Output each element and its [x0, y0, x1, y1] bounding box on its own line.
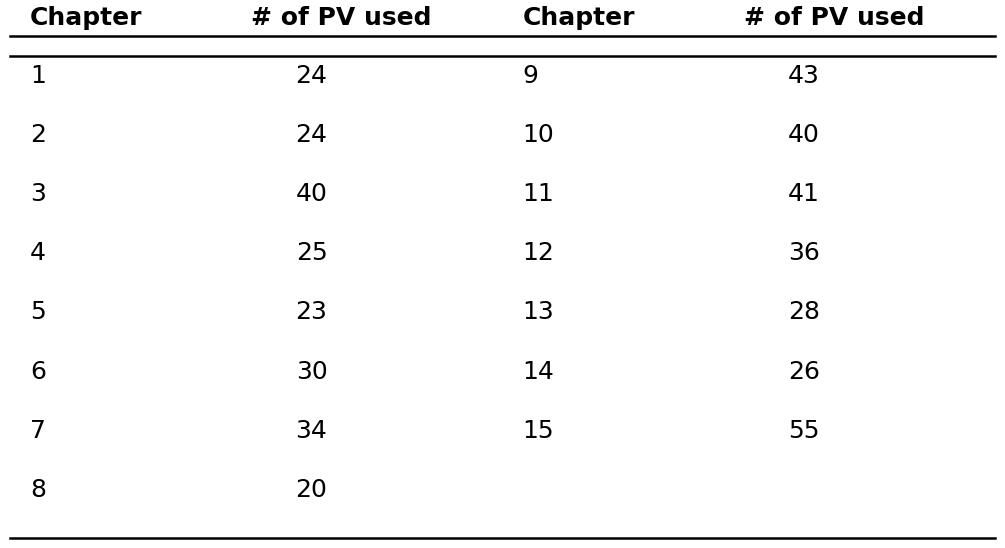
Text: 55: 55	[788, 419, 820, 443]
Text: 20: 20	[295, 478, 328, 502]
Text: 14: 14	[523, 359, 555, 384]
Text: 6: 6	[30, 359, 46, 384]
Text: 5: 5	[30, 300, 46, 324]
Text: 3: 3	[30, 182, 46, 206]
Text: 10: 10	[523, 123, 555, 147]
Text: 40: 40	[788, 123, 820, 147]
Text: # of PV used: # of PV used	[251, 6, 432, 30]
Text: 24: 24	[295, 64, 328, 88]
Text: 7: 7	[30, 419, 46, 443]
Text: 23: 23	[295, 300, 328, 324]
Text: 28: 28	[788, 300, 820, 324]
Text: 36: 36	[788, 241, 820, 265]
Text: 24: 24	[295, 123, 328, 147]
Text: 41: 41	[788, 182, 820, 206]
Text: 25: 25	[295, 241, 328, 265]
Text: 34: 34	[295, 419, 328, 443]
Text: 40: 40	[295, 182, 328, 206]
Text: 2: 2	[30, 123, 46, 147]
Text: 26: 26	[788, 359, 820, 384]
Text: 8: 8	[30, 478, 46, 502]
Text: 11: 11	[523, 182, 555, 206]
Text: 1: 1	[30, 64, 46, 88]
Text: 30: 30	[295, 359, 328, 384]
Text: 12: 12	[523, 241, 555, 265]
Text: 13: 13	[523, 300, 555, 324]
Text: 15: 15	[523, 419, 554, 443]
Text: Chapter: Chapter	[523, 6, 635, 30]
Text: 43: 43	[788, 64, 820, 88]
Text: Chapter: Chapter	[30, 6, 143, 30]
Text: 4: 4	[30, 241, 46, 265]
Text: 9: 9	[523, 64, 539, 88]
Text: # of PV used: # of PV used	[744, 6, 925, 30]
